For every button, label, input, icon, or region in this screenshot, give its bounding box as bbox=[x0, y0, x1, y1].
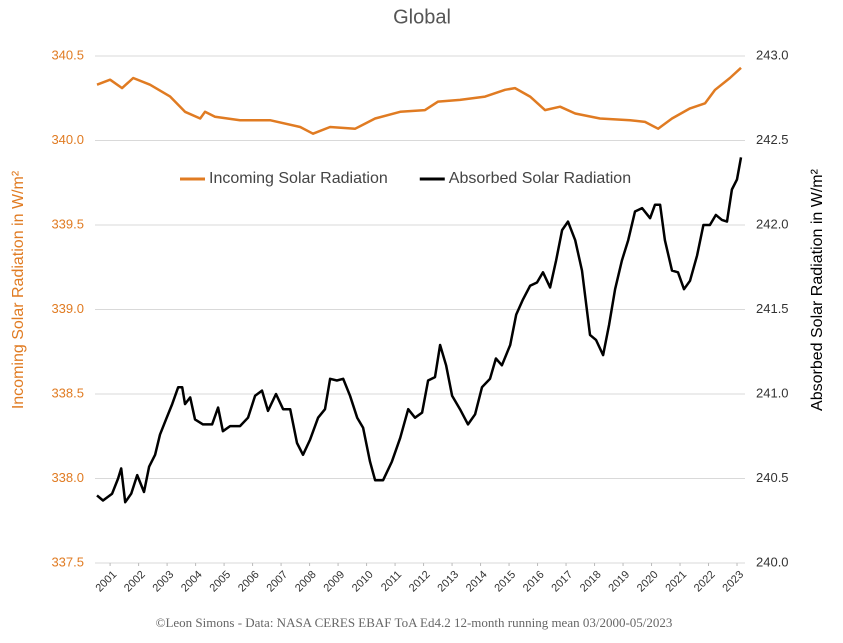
y2-axis-label: Absorbed Solar Radiation in W/m² bbox=[809, 168, 826, 411]
x-tick-label: 2011 bbox=[379, 569, 404, 594]
x-tick-label: 2013 bbox=[435, 569, 461, 595]
series-line bbox=[96, 66, 742, 135]
x-tick-label: 2015 bbox=[492, 569, 518, 595]
x-tick-label: 2014 bbox=[464, 569, 490, 595]
x-tick-label: 2004 bbox=[179, 569, 205, 595]
y-tick-label: 340.5 bbox=[51, 47, 84, 62]
x-tick-label: 2003 bbox=[150, 569, 176, 595]
x-tick-label: 2019 bbox=[606, 569, 632, 595]
x-tick-label: 2007 bbox=[264, 569, 290, 595]
x-tick-label: 2009 bbox=[321, 569, 347, 595]
x-tick-label: 2006 bbox=[236, 569, 262, 595]
x-tick-label: 2012 bbox=[407, 569, 433, 595]
y-tick-label: 339.0 bbox=[51, 301, 84, 316]
y2-tick-label: 243.0 bbox=[756, 47, 789, 62]
x-tick-label: 2020 bbox=[635, 569, 661, 595]
y2-tick-label: 240.0 bbox=[756, 554, 789, 569]
y-tick-label: 339.5 bbox=[51, 216, 84, 231]
x-tick-label: 2016 bbox=[521, 569, 547, 595]
y2-tick-label: 241.0 bbox=[756, 385, 789, 400]
x-tick-label: 2005 bbox=[207, 569, 233, 595]
y-tick-label: 338.0 bbox=[51, 470, 84, 485]
x-tick-label: 2002 bbox=[122, 569, 148, 595]
x-tick-label: 2018 bbox=[578, 569, 604, 595]
y2-tick-label: 241.5 bbox=[756, 301, 789, 316]
legend-label: Absorbed Solar Radiation bbox=[449, 170, 631, 187]
x-tick-label: 2022 bbox=[692, 569, 718, 595]
source-note: ©Leon Simons - Data: NASA CERES EBAF ToA… bbox=[156, 615, 673, 630]
y-axis-label: Incoming Solar Radiation in W/m² bbox=[10, 170, 27, 409]
x-tick-label: 2017 bbox=[549, 569, 575, 595]
x-tick-label: 2001 bbox=[93, 569, 119, 595]
x-tick-label: 2023 bbox=[720, 569, 746, 595]
y2-tick-label: 240.5 bbox=[756, 470, 789, 485]
y2-tick-label: 242.5 bbox=[756, 132, 789, 147]
y-tick-label: 340.0 bbox=[51, 132, 84, 147]
x-tick-label: 2021 bbox=[663, 569, 689, 595]
chart-title: Global bbox=[393, 6, 451, 28]
y2-tick-label: 242.0 bbox=[756, 216, 789, 231]
x-tick-label: 2010 bbox=[350, 569, 376, 595]
y-tick-label: 338.5 bbox=[51, 385, 84, 400]
y-tick-label: 337.5 bbox=[51, 554, 84, 569]
x-tick-label: 2008 bbox=[293, 569, 319, 595]
series-line bbox=[96, 157, 743, 504]
legend-label: Incoming Solar Radiation bbox=[209, 170, 388, 187]
